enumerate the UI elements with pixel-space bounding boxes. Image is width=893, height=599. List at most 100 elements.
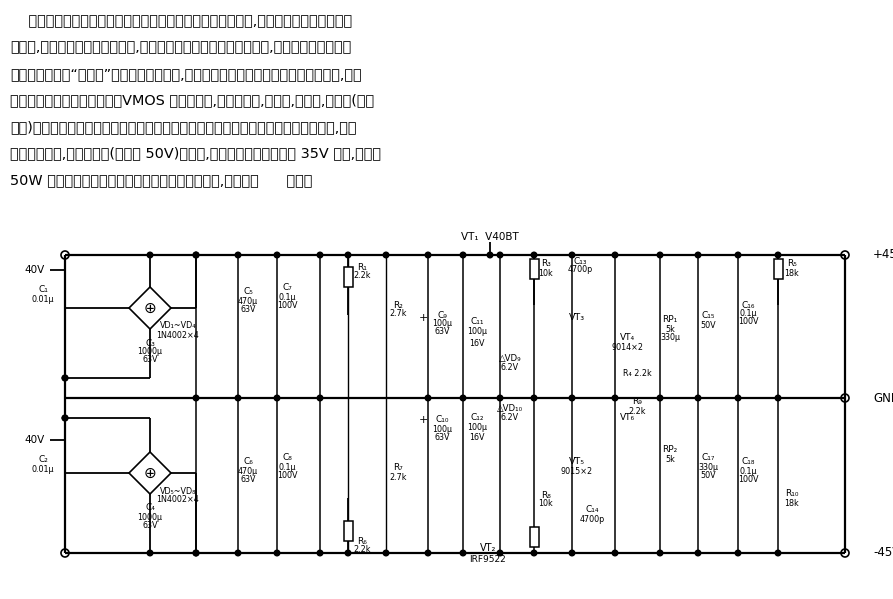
Text: VD₅~VD₈: VD₅~VD₈ [160, 486, 196, 495]
Text: 18k: 18k [785, 268, 799, 277]
Text: C₁₆: C₁₆ [741, 301, 755, 310]
Circle shape [235, 395, 241, 401]
Text: 5k: 5k [665, 325, 675, 334]
Circle shape [346, 252, 351, 258]
Text: 100μ: 100μ [432, 425, 452, 434]
Text: GND: GND [873, 392, 893, 404]
Text: VD₁~VD₄: VD₁~VD₄ [160, 322, 196, 331]
Circle shape [460, 395, 466, 401]
Circle shape [63, 375, 68, 381]
Text: 顶级功放为避免大功率输出时电源电压跌落引起的调制失真,提高电源利用效率和电路: 顶级功放为避免大功率输出时电源电压跌落引起的调制失真,提高电源利用效率和电路 [10, 14, 352, 28]
Text: 0.1μ: 0.1μ [279, 462, 296, 471]
Circle shape [193, 395, 199, 401]
Text: -45V: -45V [873, 546, 893, 559]
Circle shape [735, 550, 741, 556]
Text: R₉: R₉ [632, 398, 642, 407]
Circle shape [63, 415, 68, 421]
Text: 1N4002×4: 1N4002×4 [156, 495, 199, 504]
Text: 点是采用差分取样伺服电路。VMOS 管作调整管,具有高稳定,低噪声,高速率,低内阻(达微: 点是采用差分取样伺服电路。VMOS 管作调整管,具有高稳定,低噪声,高速率,低内… [10, 93, 374, 107]
Text: VT₁  V40BT: VT₁ V40BT [461, 232, 519, 242]
Text: VT₅: VT₅ [569, 458, 585, 467]
Circle shape [488, 252, 493, 258]
Text: RP₁: RP₁ [663, 316, 678, 325]
Text: 18k: 18k [785, 498, 799, 507]
Text: 10k: 10k [538, 500, 554, 509]
Circle shape [425, 252, 430, 258]
Text: R₈: R₈ [541, 491, 551, 500]
Circle shape [193, 550, 199, 556]
Circle shape [497, 550, 503, 556]
Circle shape [657, 252, 663, 258]
Text: △VD₉: △VD₉ [498, 353, 522, 362]
Text: 6.2V: 6.2V [501, 413, 519, 422]
Text: R₅: R₅ [787, 259, 797, 268]
Circle shape [775, 252, 780, 258]
Text: 稳定性,通常采用高低压供电方式,即电压激励级用较高电压稳压供电,电流输出级用较低电: 稳定性,通常采用高低压供电方式,即电压激励级用较高电压稳压供电,电流输出级用较低… [10, 41, 351, 55]
Text: 5k: 5k [665, 455, 675, 464]
Text: RP₂: RP₂ [663, 446, 678, 455]
Text: +: + [418, 313, 428, 323]
Text: 欧级)。用它作为功放电压激励级供电实乃最佳选择。该稳压电路中使用了四只恒流管,该管: 欧级)。用它作为功放电压激励级供电实乃最佳选择。该稳压电路中使用了四只恒流管,该… [10, 120, 356, 134]
Text: △VD₁₀: △VD₁₀ [497, 404, 523, 413]
Text: 50V: 50V [700, 322, 716, 331]
Text: 470μ: 470μ [238, 297, 258, 305]
Circle shape [193, 550, 199, 556]
Circle shape [147, 252, 153, 258]
Text: C₉: C₉ [437, 310, 446, 319]
Text: 63V: 63V [142, 355, 158, 365]
Bar [530, 527, 538, 547]
Text: 16V: 16V [469, 434, 485, 443]
Circle shape [193, 252, 199, 258]
Circle shape [657, 550, 663, 556]
Circle shape [383, 550, 388, 556]
Circle shape [695, 395, 701, 401]
Circle shape [613, 395, 618, 401]
Text: C₁₀: C₁₀ [435, 416, 449, 425]
Circle shape [63, 375, 68, 381]
Text: 2.2k: 2.2k [629, 407, 646, 416]
Text: 1N4002×4: 1N4002×4 [156, 331, 199, 340]
Circle shape [274, 252, 280, 258]
Text: 0.01μ: 0.01μ [32, 295, 54, 304]
Text: 16V: 16V [469, 340, 485, 349]
Text: 4700p: 4700p [580, 515, 605, 524]
Text: 0.1μ: 0.1μ [279, 292, 296, 301]
Circle shape [274, 395, 280, 401]
Bar [773, 259, 782, 279]
Circle shape [497, 395, 503, 401]
Text: 40V: 40V [25, 435, 45, 445]
Text: R₁: R₁ [357, 262, 367, 271]
Text: VT₄: VT₄ [620, 334, 635, 343]
Bar [344, 267, 353, 287]
Circle shape [775, 550, 780, 556]
Text: 2.2k: 2.2k [354, 546, 371, 555]
Text: IRF9522: IRF9522 [470, 555, 506, 564]
Circle shape [613, 550, 618, 556]
Text: 470μ: 470μ [238, 467, 258, 476]
Text: C₃: C₃ [145, 338, 155, 347]
Circle shape [274, 550, 280, 556]
Circle shape [569, 252, 575, 258]
Circle shape [383, 252, 388, 258]
Text: C₁: C₁ [38, 286, 48, 295]
Circle shape [346, 550, 351, 556]
Text: 2.2k: 2.2k [354, 271, 371, 280]
Text: C₄: C₄ [145, 504, 155, 513]
Text: 压不稳定供电。“洼田式”稳压电源源于日本,是发烧界极负盛名的高性能稳压伺服电源,其特: 压不稳定供电。“洼田式”稳压电源源于日本,是发烧界极负盛名的高性能稳压伺服电源,… [10, 67, 362, 81]
Circle shape [425, 550, 430, 556]
Text: VT₂: VT₂ [480, 543, 497, 553]
Text: 9014×2: 9014×2 [611, 343, 643, 352]
Text: 1000μ: 1000μ [138, 513, 163, 522]
Text: R₂: R₂ [393, 301, 403, 310]
Circle shape [775, 395, 780, 401]
Text: 63V: 63V [240, 474, 255, 483]
Circle shape [317, 550, 322, 556]
Text: 0.1μ: 0.1μ [739, 467, 756, 476]
Circle shape [613, 252, 618, 258]
Text: 0.1μ: 0.1μ [739, 310, 756, 319]
Text: ⊕: ⊕ [144, 465, 156, 480]
Circle shape [531, 252, 537, 258]
Circle shape [235, 252, 241, 258]
Text: R₃: R₃ [541, 259, 551, 268]
Text: +: + [418, 415, 428, 425]
